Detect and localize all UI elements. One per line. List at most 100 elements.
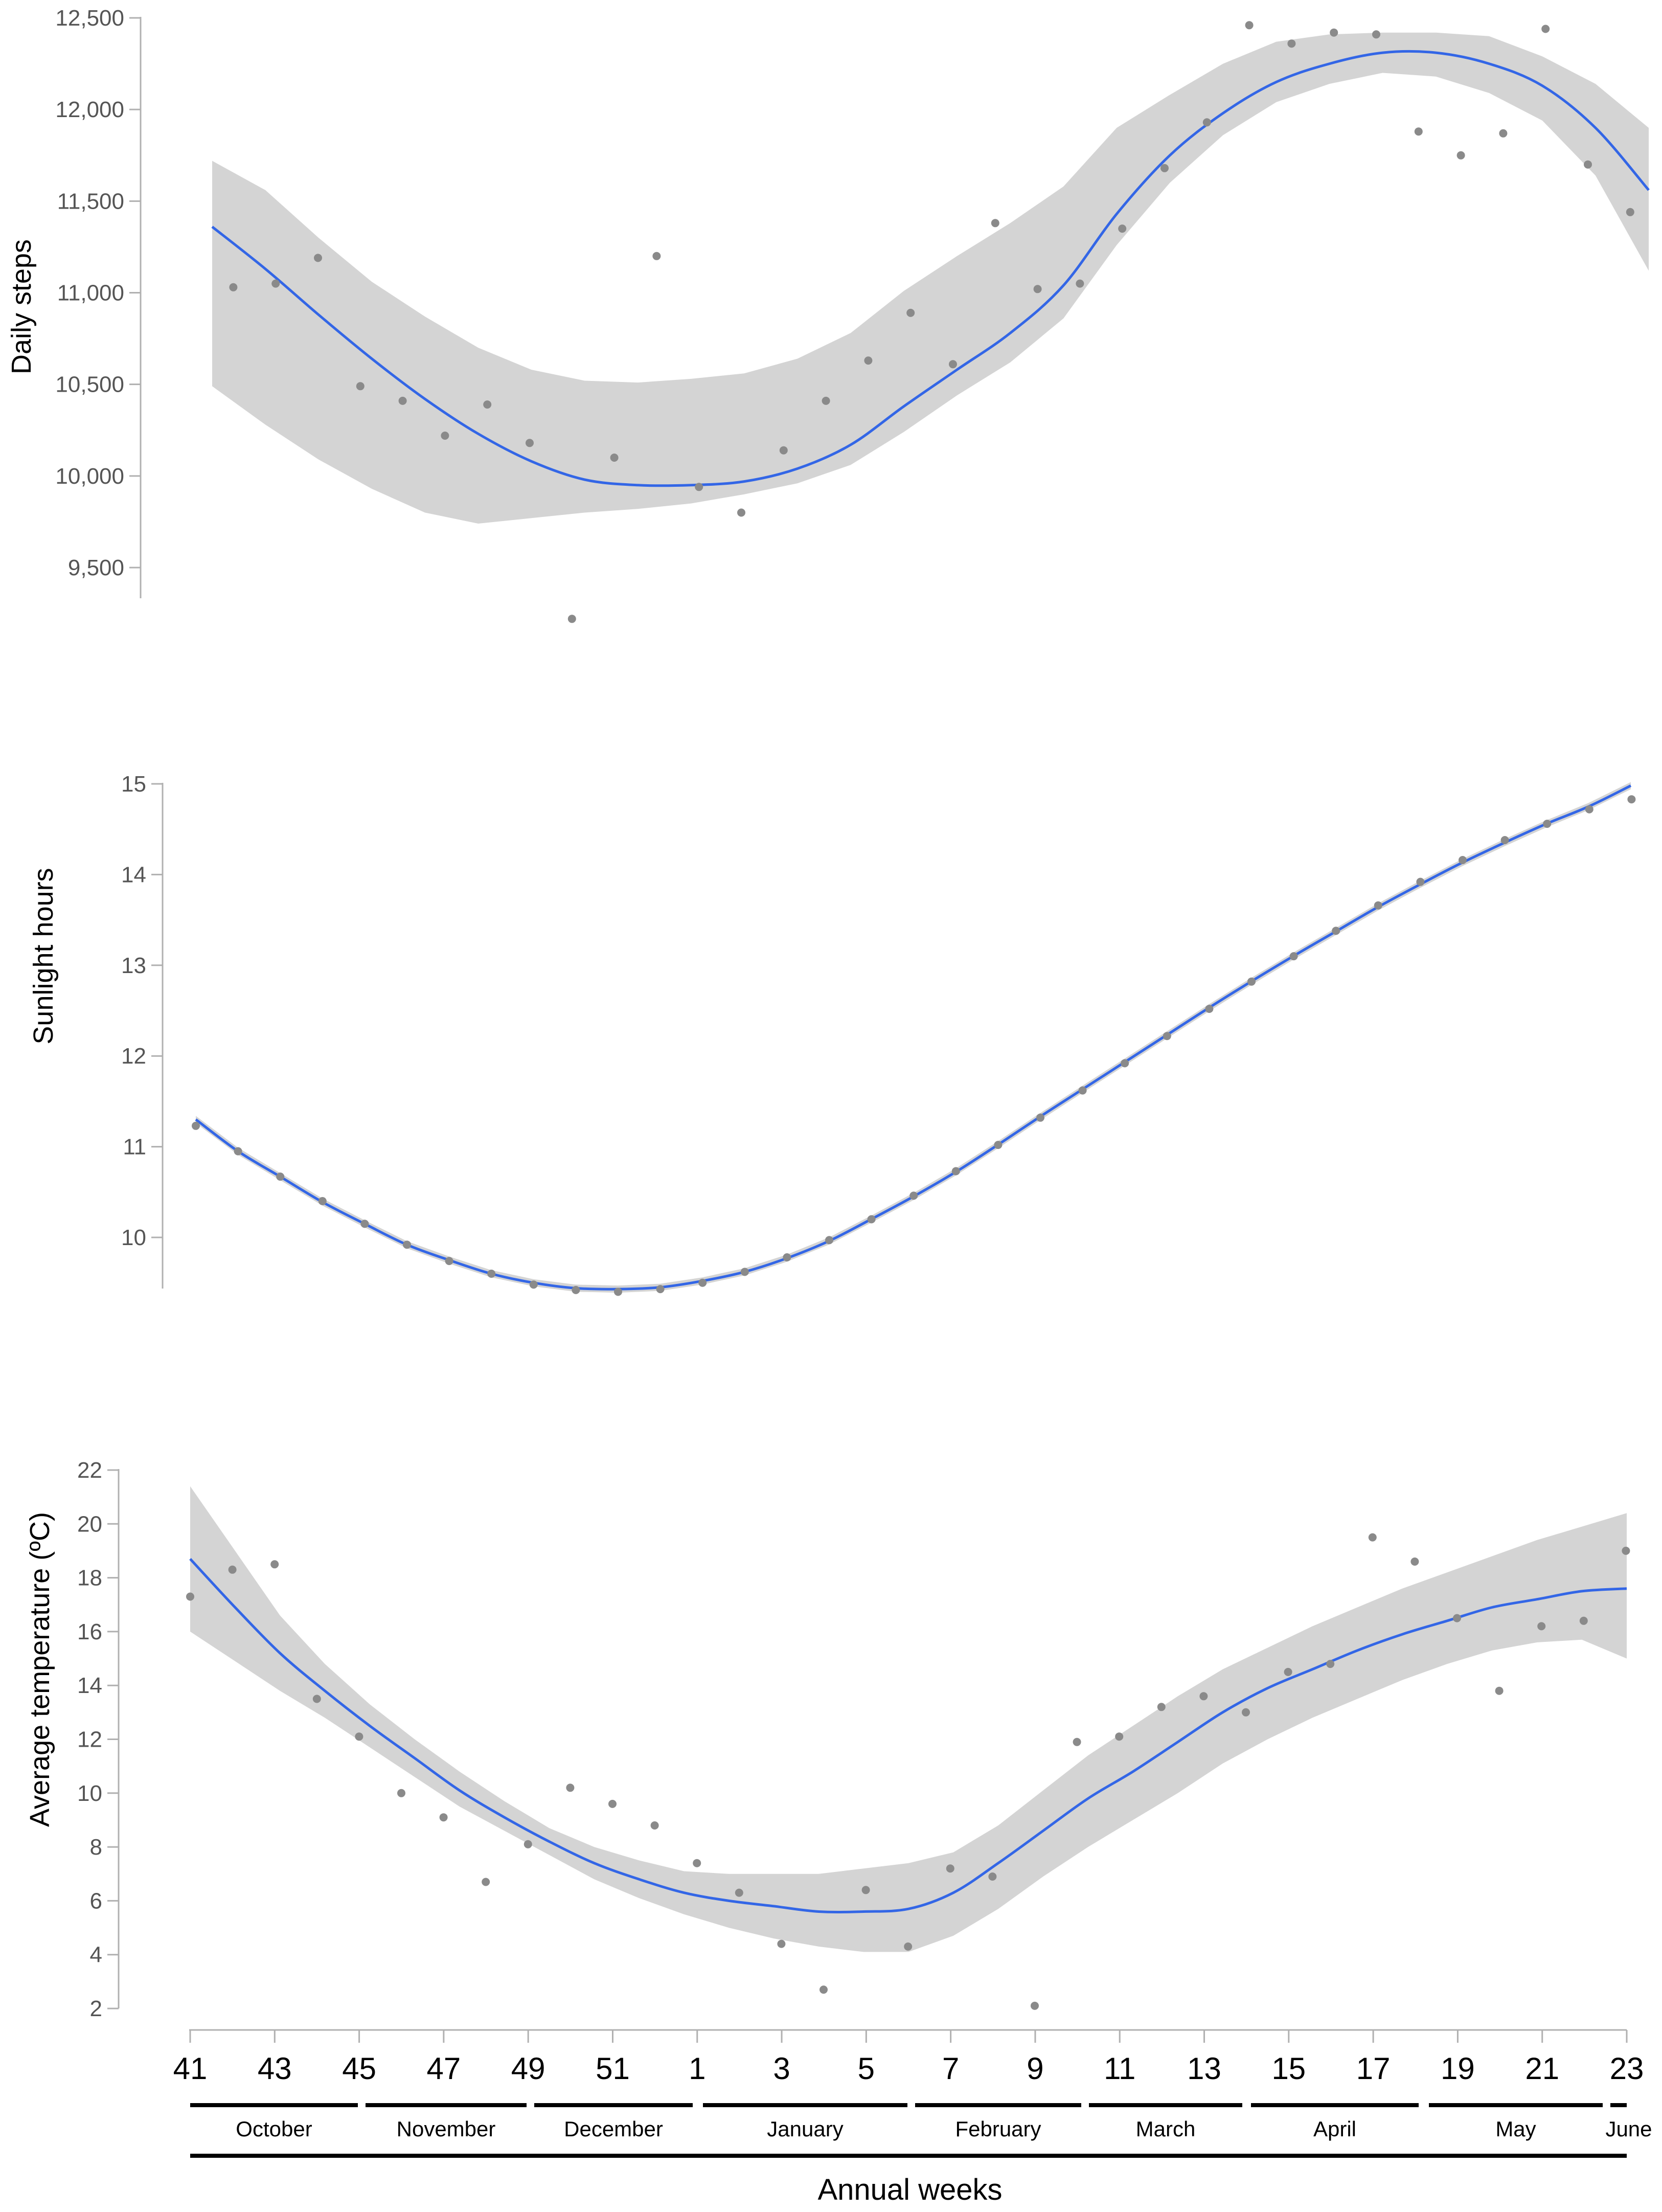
data-point — [1242, 1708, 1250, 1717]
data-point — [312, 1695, 321, 1703]
data-point — [608, 1799, 617, 1808]
y-tick-label: 14 — [121, 862, 146, 887]
data-point — [1036, 1113, 1044, 1122]
y-tick-label: 11,000 — [57, 281, 124, 306]
data-point — [314, 254, 322, 262]
data-point — [1160, 164, 1169, 172]
data-point — [656, 1285, 665, 1294]
data-point — [439, 1813, 448, 1822]
data-point — [864, 356, 873, 365]
data-point — [234, 1147, 242, 1156]
x-tick-label: 1 — [689, 2051, 705, 2086]
data-point — [270, 1560, 279, 1569]
x-tick-label: 19 — [1441, 2051, 1475, 2086]
data-point — [397, 1789, 405, 1797]
data-point — [951, 1167, 960, 1176]
data-point — [777, 1939, 786, 1948]
y-axis-title: Daily steps — [6, 239, 37, 374]
data-point — [1076, 279, 1084, 288]
data-point — [1622, 1546, 1630, 1555]
y-tick-label: 11 — [123, 1135, 146, 1160]
y-tick-label: 16 — [77, 1619, 102, 1644]
x-tick-label: 9 — [1027, 2051, 1043, 2086]
data-point — [403, 1240, 411, 1249]
data-point — [1033, 285, 1042, 294]
y-tick-label: 10 — [77, 1781, 102, 1806]
data-point — [1541, 25, 1550, 33]
y-tick-label: 22 — [77, 1458, 102, 1483]
panel-sunlight-hours: 10 11 12 13 14 15 Sunlight hours — [28, 772, 1636, 1296]
data-point — [445, 1257, 453, 1266]
data-point — [1326, 1660, 1335, 1668]
data-point — [398, 396, 407, 405]
panel-average-temperature: 2 4 6 8 10 12 14 16 18 20 22 Average temperature (º… — [25, 1458, 1630, 2021]
x-tick-label: 15 — [1271, 2051, 1306, 2086]
x-tick-label: 21 — [1525, 2051, 1559, 2086]
data-point — [441, 432, 449, 440]
data-point — [1414, 127, 1423, 136]
data-point — [698, 1278, 707, 1287]
smooth-line — [195, 784, 1632, 1291]
x-tick-label: 11 — [1104, 2051, 1135, 2086]
y-tick-label: 11,500 — [57, 189, 124, 214]
data-point — [360, 1220, 369, 1228]
y-tick-label: 9,500 — [68, 555, 124, 580]
panel-daily-steps: 9,500 10,000 10,500 11,000 11,500 12,000 12,50… — [6, 6, 1650, 623]
y-tick-label: 10 — [121, 1225, 146, 1250]
x-tick-label: 5 — [858, 2051, 875, 2086]
data-point — [867, 1215, 876, 1224]
data-point — [994, 1141, 1003, 1149]
data-point — [1368, 1533, 1377, 1542]
x-tick-label: 23 — [1610, 2051, 1644, 2086]
data-point — [318, 1197, 327, 1205]
data-point — [482, 1878, 490, 1886]
y-tick-label: 10,500 — [55, 372, 124, 397]
data-point — [610, 454, 619, 462]
month-label: December — [564, 2117, 663, 2141]
data-point — [693, 1859, 701, 1867]
data-point — [779, 446, 788, 455]
data-point — [1416, 877, 1425, 886]
y-tick-label: 6 — [90, 1888, 102, 1913]
data-point — [1453, 1614, 1461, 1622]
y-axis-title: Average temperature (ºC) — [25, 1512, 55, 1827]
data-point — [988, 1872, 997, 1881]
data-point — [483, 400, 492, 409]
data-point — [1585, 805, 1593, 814]
data-point — [566, 1784, 575, 1792]
y-tick-label: 20 — [77, 1511, 102, 1537]
confidence-band — [212, 32, 1649, 524]
y-tick-label: 18 — [77, 1566, 102, 1591]
x-tick-label: 43 — [258, 2051, 292, 2086]
x-tick-label: 51 — [596, 2051, 630, 2086]
data-point — [1118, 224, 1127, 233]
data-point — [192, 1121, 200, 1130]
x-tick-label: 17 — [1356, 2051, 1391, 2086]
y-tick-label: 8 — [90, 1835, 102, 1860]
data-point — [783, 1253, 791, 1261]
data-point — [1073, 1737, 1081, 1746]
month-label: February — [955, 2117, 1041, 2141]
data-point — [1287, 39, 1296, 48]
data-point — [861, 1886, 870, 1894]
data-point — [1459, 856, 1467, 864]
data-point — [1157, 1703, 1166, 1711]
data-point — [650, 1821, 659, 1830]
x-tick-label: 13 — [1187, 2051, 1221, 2086]
month-label: June — [1605, 2117, 1652, 2141]
data-point — [228, 1565, 237, 1574]
y-tick-label: 12 — [121, 1044, 146, 1069]
data-point — [991, 219, 999, 228]
confidence-band — [190, 1486, 1627, 1952]
data-point — [1245, 21, 1254, 30]
data-point — [523, 1840, 532, 1848]
data-point — [1289, 952, 1298, 961]
data-point — [1121, 1059, 1129, 1068]
data-point — [1584, 160, 1592, 169]
data-point — [695, 483, 703, 491]
data-point — [1543, 820, 1552, 828]
x-tick-label: 7 — [942, 2051, 959, 2086]
data-point — [735, 1888, 743, 1897]
month-label: May — [1495, 2117, 1536, 2141]
